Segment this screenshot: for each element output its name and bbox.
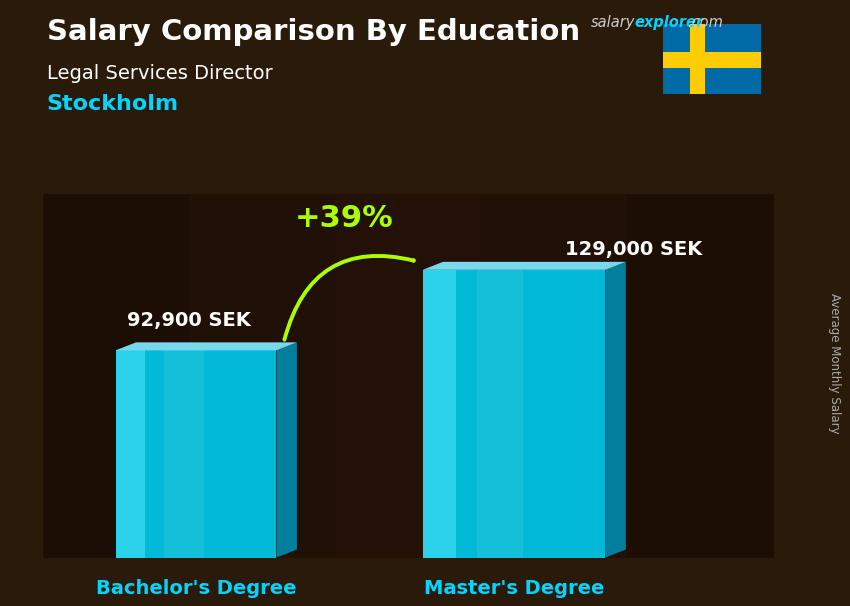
Text: Stockholm: Stockholm bbox=[47, 94, 178, 114]
Text: Legal Services Director: Legal Services Director bbox=[47, 64, 273, 82]
Text: Master's Degree: Master's Degree bbox=[424, 579, 604, 598]
Polygon shape bbox=[422, 270, 456, 558]
Text: explorer: explorer bbox=[634, 15, 703, 30]
Text: Salary Comparison By Education: Salary Comparison By Education bbox=[47, 18, 580, 46]
Polygon shape bbox=[116, 342, 297, 350]
Polygon shape bbox=[164, 350, 204, 558]
Text: 92,900 SEK: 92,900 SEK bbox=[127, 311, 251, 330]
Polygon shape bbox=[276, 342, 297, 558]
Text: .com: .com bbox=[687, 15, 722, 30]
Text: salary: salary bbox=[591, 15, 635, 30]
Polygon shape bbox=[690, 24, 705, 94]
Bar bbox=[627, 194, 774, 558]
Text: Average Monthly Salary: Average Monthly Salary bbox=[828, 293, 842, 434]
Polygon shape bbox=[116, 350, 276, 558]
Text: Bachelor's Degree: Bachelor's Degree bbox=[96, 579, 297, 598]
FancyArrowPatch shape bbox=[285, 256, 414, 339]
Polygon shape bbox=[478, 270, 523, 558]
Polygon shape bbox=[663, 24, 761, 94]
Polygon shape bbox=[422, 270, 605, 558]
Polygon shape bbox=[605, 262, 626, 558]
Text: 129,000 SEK: 129,000 SEK bbox=[565, 240, 702, 259]
Polygon shape bbox=[116, 350, 144, 558]
Polygon shape bbox=[663, 52, 761, 68]
Polygon shape bbox=[422, 262, 626, 270]
Bar bbox=[335, 194, 481, 558]
Bar bbox=[481, 194, 627, 558]
Bar bbox=[189, 194, 335, 558]
Bar bbox=[42, 194, 189, 558]
Text: +39%: +39% bbox=[295, 204, 394, 233]
